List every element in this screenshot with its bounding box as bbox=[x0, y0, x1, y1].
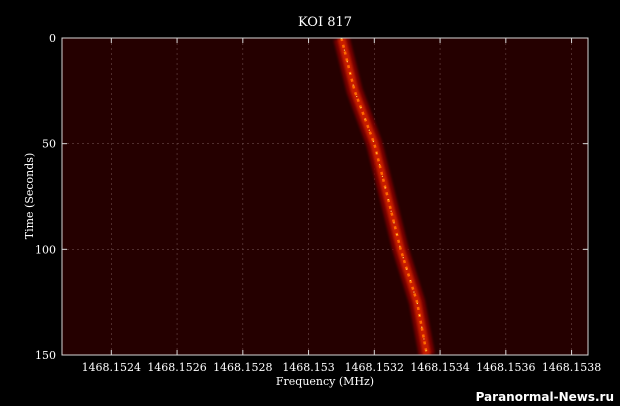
x-tick-label: 1468.1536 bbox=[476, 361, 536, 374]
y-axis: 0 50 100 150 bbox=[35, 32, 588, 362]
y-tick-label: 100 bbox=[35, 243, 56, 256]
y-axis-label: Time (Seconds) bbox=[23, 153, 36, 239]
x-tick-label: 1468.1524 bbox=[82, 361, 142, 374]
plot-frame bbox=[61, 37, 589, 356]
y-tick-label: 50 bbox=[42, 138, 56, 151]
x-tick-label: 1468.1538 bbox=[542, 361, 602, 374]
y-tick-label: 0 bbox=[49, 32, 56, 45]
plot-area bbox=[62, 38, 588, 355]
x-axis: 1468.1524 1468.1526 1468.1528 1468.153 1468.… bbox=[82, 38, 602, 374]
x-tick-label: 1468.153 bbox=[282, 361, 335, 374]
signal-band bbox=[333, 38, 435, 355]
signal-hotspots bbox=[340, 38, 429, 355]
chart-title: KOI 817 bbox=[298, 15, 352, 30]
watermark-text: Paranormal-News.ru bbox=[475, 390, 614, 404]
x-tick-label: 1468.1532 bbox=[345, 361, 405, 374]
x-tick-label: 1468.1526 bbox=[147, 361, 207, 374]
x-tick-label: 1468.1534 bbox=[410, 361, 470, 374]
x-axis-label: Frequency (MHz) bbox=[276, 375, 374, 388]
x-tick-label: 1468.1528 bbox=[213, 361, 273, 374]
y-tick-label: 150 bbox=[35, 349, 56, 362]
